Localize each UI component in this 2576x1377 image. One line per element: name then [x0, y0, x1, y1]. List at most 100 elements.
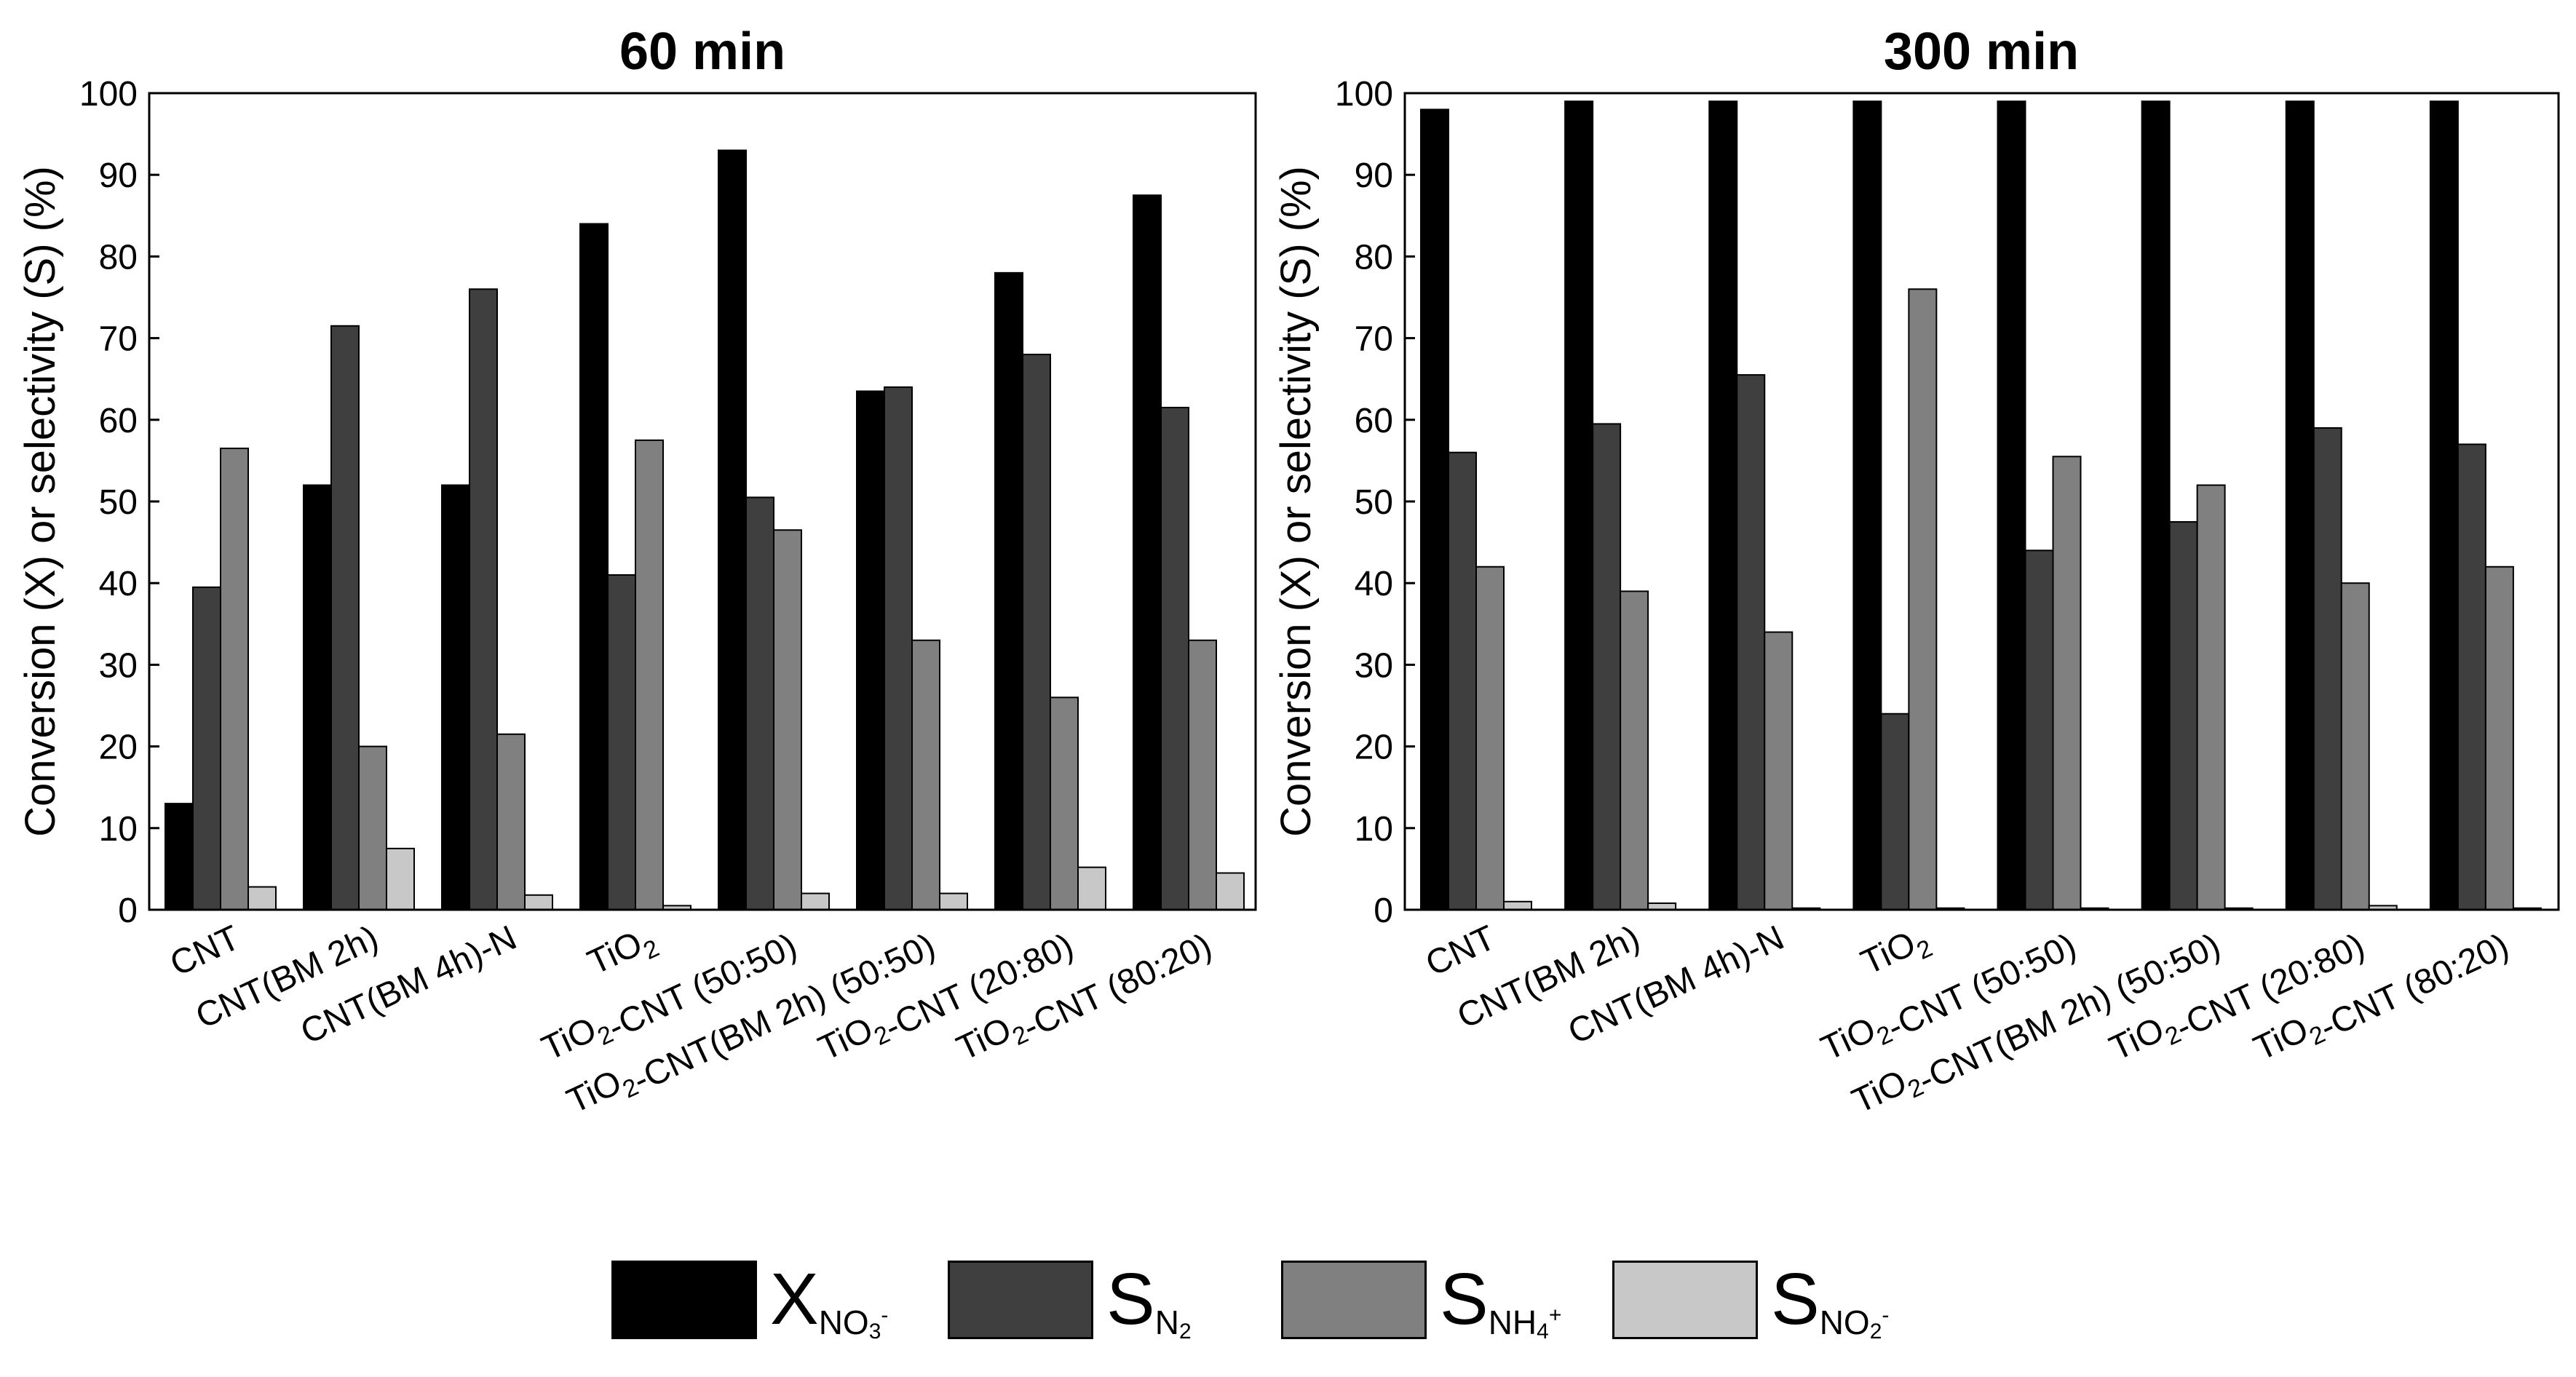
legend: XNO3- SN2 SNH4+ SNO2-	[0, 1230, 2576, 1368]
bar-x-no3-cnt	[1420, 108, 1449, 911]
bar-s-n2-cnt-bm-2h	[330, 325, 360, 910]
bar-s-n2-cnt-bm-2h	[1592, 423, 1622, 910]
legend-swatch-x-no3	[611, 1261, 757, 1339]
bar-s-no2-cnt	[1503, 900, 1532, 911]
y-tick-label: 30	[99, 646, 138, 685]
chart-panel-300min: 300 min Conversion (X) or selectivity (S)…	[1272, 23, 2560, 1121]
bar-s-nh4-tio2-cnt-20-80	[2340, 582, 2370, 910]
plot-frame	[148, 92, 1257, 911]
bar-s-no2-tio2-cnt-80-20	[1216, 872, 1245, 911]
y-tick-label: 50	[1355, 483, 1393, 522]
bar-s-n2-tio2	[1880, 713, 1910, 910]
legend-label-s-no2: SNO2-	[1771, 1258, 1890, 1344]
legend-swatch-s-nh4	[1281, 1261, 1427, 1339]
chart-title: 60 min	[619, 23, 785, 81]
bar-s-n2-cnt	[192, 586, 221, 910]
bar-s-no2-cnt-bm-2h	[386, 847, 415, 910]
y-axis-label: Conversion (X) or selectivity (S) (%)	[1272, 166, 1320, 837]
bar-x-no3-tio2-cnt-bm-2h-50-50	[2141, 100, 2171, 911]
bar-s-nh4-cnt-bm-2h	[358, 745, 387, 910]
bar-s-no2-tio2-cnt-50-50	[801, 892, 830, 911]
bar-s-nh4-tio2-cnt-50-50	[2052, 456, 2082, 910]
legend-label-s-nh4: SNH4+	[1440, 1258, 1562, 1344]
y-tick-label: 50	[99, 483, 138, 522]
y-tick-label: 20	[99, 729, 138, 767]
bar-s-nh4-tio2-cnt-80-20	[1188, 639, 1217, 910]
bar-s-n2-cnt-bm-4h-n	[1736, 374, 1766, 910]
y-tick-label: 0	[1374, 892, 1393, 930]
bar-s-n2-tio2-cnt-50-50	[745, 496, 774, 910]
bar-s-nh4-tio2-cnt-50-50	[773, 529, 802, 910]
bar-s-nh4-cnt-bm-4h-n	[496, 733, 526, 911]
bar-s-nh4-cnt-bm-4h-n	[1764, 631, 1794, 911]
y-axis-label: Conversion (X) or selectivity (S) (%)	[17, 166, 64, 837]
legend-swatch-s-no2	[1612, 1261, 1758, 1339]
legend-label-x-no3: XNO3-	[770, 1258, 889, 1344]
y-tick-label: 60	[1355, 402, 1393, 440]
bar-x-no3-cnt-bm-4h-n	[1708, 100, 1738, 911]
bar-x-no3-cnt-bm-4h-n	[441, 484, 470, 910]
bar-s-nh4-tio2-cnt-bm-2h-50-50	[2196, 484, 2226, 910]
bar-s-n2-tio2-cnt-50-50	[2024, 549, 2054, 910]
y-tick-label: 70	[1355, 320, 1393, 359]
bar-s-nh4-tio2-cnt-bm-2h-50-50	[911, 639, 940, 910]
y-tick-label: 40	[1355, 565, 1393, 603]
x-tick-label-tio2: TiO2	[582, 918, 664, 988]
bar-s-nh4-tio2	[635, 439, 664, 910]
bar-x-no3-tio2-cnt-20-80	[2285, 100, 2315, 911]
bar-x-no3-tio2-cnt-50-50	[1997, 100, 2026, 911]
y-tick-label: 80	[1355, 238, 1393, 277]
bar-x-no3-tio2	[1852, 100, 1882, 911]
bar-s-n2-tio2	[607, 574, 636, 910]
y-tick-label: 90	[99, 156, 138, 195]
bar-s-no2-tio2-cnt-bm-2h-50-50	[939, 892, 968, 911]
bar-s-nh4-tio2	[1908, 288, 1938, 910]
x-tick-label-tio2: TiO2	[1855, 918, 1937, 988]
bar-s-n2-tio2-cnt-80-20	[1160, 406, 1189, 910]
chart-panel-60min: 60 min Conversion (X) or selectivity (S) …	[17, 23, 1257, 1121]
bar-x-no3-tio2-cnt-80-20	[1133, 194, 1162, 910]
bar-x-no3-tio2	[579, 223, 609, 910]
y-tick-label: 90	[1355, 156, 1393, 195]
bar-x-no3-tio2-cnt-80-20	[2429, 100, 2459, 911]
bar-s-n2-cnt-bm-4h-n	[469, 288, 498, 910]
y-tick-label: 0	[118, 892, 138, 930]
bar-s-nh4-cnt-bm-2h	[1620, 590, 1649, 910]
bar-x-no3-tio2-cnt-bm-2h-50-50	[856, 390, 885, 910]
bar-s-n2-tio2-cnt-20-80	[2313, 427, 2342, 910]
bar-s-n2-tio2-cnt-20-80	[1022, 354, 1051, 911]
y-tick-label: 40	[99, 565, 138, 603]
bar-s-nh4-cnt	[220, 448, 249, 910]
bar-s-nh4-cnt	[1475, 566, 1505, 910]
x-tick-label-cnt: CNT	[165, 918, 246, 984]
bar-x-no3-cnt-bm-2h	[303, 484, 332, 910]
x-tick-label-cnt: CNT	[1420, 918, 1502, 984]
legend-label-s-n2: SN2	[1106, 1258, 1192, 1344]
y-tick-label: 10	[1355, 810, 1393, 849]
bar-s-n2-tio2-cnt-bm-2h-50-50	[2168, 521, 2198, 910]
bar-x-no3-tio2-cnt-50-50	[718, 149, 747, 910]
bar-s-no2-cnt-bm-4h-n	[524, 894, 553, 910]
y-tick-label: 70	[99, 320, 138, 359]
bar-x-no3-tio2-cnt-20-80	[994, 271, 1023, 910]
legend-swatch-s-n2	[948, 1261, 1093, 1339]
bar-s-nh4-tio2-cnt-80-20	[2484, 566, 2514, 910]
y-tick-label: 60	[99, 402, 138, 440]
bar-s-n2-cnt	[1448, 451, 1477, 910]
bar-x-no3-cnt-bm-2h	[1564, 100, 1594, 911]
y-tick-label: 80	[99, 238, 138, 277]
chart-title: 300 min	[1884, 23, 2079, 81]
y-tick-label: 100	[1335, 75, 1393, 114]
y-tick-label: 100	[79, 75, 138, 114]
bar-s-n2-tio2-cnt-80-20	[2457, 443, 2486, 910]
bar-s-nh4-tio2-cnt-20-80	[1050, 697, 1079, 911]
plot-frame	[1403, 92, 2560, 911]
bar-s-no2-tio2-cnt-20-80	[1077, 866, 1106, 911]
y-tick-label: 20	[1355, 729, 1393, 767]
bar-s-no2-cnt	[247, 886, 277, 910]
bar-s-n2-tio2-cnt-bm-2h-50-50	[884, 386, 913, 910]
bar-x-no3-cnt	[165, 803, 194, 911]
y-tick-label: 10	[99, 810, 138, 849]
y-tick-label: 30	[1355, 646, 1393, 685]
